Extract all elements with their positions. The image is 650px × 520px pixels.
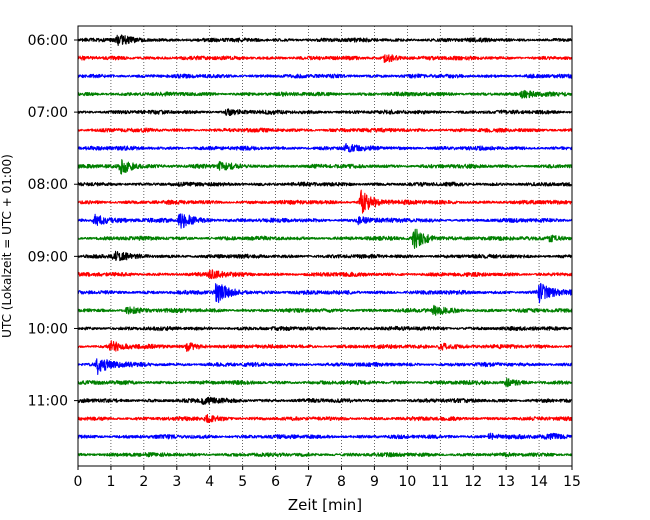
- y-tick-label: 10:00: [28, 321, 68, 337]
- seismogram-trace: [77, 189, 573, 214]
- seismogram-trace: [77, 228, 573, 249]
- x-tick-label: 12: [464, 474, 482, 490]
- y-tick-label: 07:00: [28, 105, 68, 121]
- seismogram-trace: [77, 159, 573, 175]
- y-tick-label: 08:00: [28, 177, 68, 193]
- x-tick-label: 13: [497, 474, 515, 490]
- x-tick-label: 11: [431, 474, 449, 490]
- seismogram-trace: [77, 89, 573, 99]
- x-tick-label: 10: [398, 474, 416, 490]
- seismogram-trace: [77, 213, 573, 229]
- x-tick-label: 7: [304, 474, 313, 490]
- x-tick-label: 8: [337, 474, 346, 490]
- x-tick-label: 9: [370, 474, 379, 490]
- x-tick-label: 1: [106, 474, 115, 490]
- x-tick-label: 5: [238, 474, 247, 490]
- seismogram-trace: [77, 34, 573, 46]
- y-tick-label: 06:00: [28, 33, 68, 49]
- minute-grid: [110, 26, 540, 466]
- seismogram-trace: [77, 269, 573, 280]
- seismogram-trace: [77, 282, 573, 304]
- seismogram-trace: [77, 432, 573, 441]
- x-tick-label: 3: [172, 474, 181, 490]
- seismogram-trace: [77, 325, 573, 332]
- x-tick-label: 14: [530, 474, 548, 490]
- seismogram-trace: [77, 73, 573, 79]
- seismogram-trace: [77, 142, 573, 153]
- x-axis-ticks: 0 1 2 3 4 5 6 7 8 9 10 11 12 13 14 15: [74, 466, 581, 490]
- y-tick-label: 11:00: [28, 394, 68, 410]
- y-axis-ticks: 06:00 07:00 08:00 09:00 10:00 11:00: [28, 33, 78, 410]
- seismogram-trace: [77, 340, 573, 352]
- x-tick-label: 0: [74, 474, 83, 490]
- y-axis-label: UTC (Lokalzeit = UTC + 01:00): [0, 154, 14, 338]
- seismogram-trace: [77, 304, 573, 316]
- x-tick-label: 15: [563, 474, 581, 490]
- y-tick-label: 09:00: [28, 249, 68, 265]
- seismogram-trace: [77, 108, 573, 116]
- seismogram-trace: [77, 451, 573, 458]
- x-tick-label: 6: [271, 474, 280, 490]
- seismogram-trace: [77, 181, 573, 187]
- x-axis-label: Zeit [min]: [288, 496, 362, 514]
- seismogram-trace: [77, 250, 573, 262]
- x-tick-label: 2: [139, 474, 148, 490]
- seismogram-trace: [77, 358, 573, 376]
- plot-frame: [77, 25, 573, 467]
- x-tick-label: 4: [205, 474, 214, 490]
- seismogram-trace: [77, 54, 573, 63]
- seismogram-trace: [77, 396, 573, 405]
- seismogram-trace: [77, 127, 573, 133]
- seismogram-trace: [77, 377, 573, 388]
- seismogram-trace: [77, 414, 573, 424]
- seismogram-traces: [77, 34, 573, 458]
